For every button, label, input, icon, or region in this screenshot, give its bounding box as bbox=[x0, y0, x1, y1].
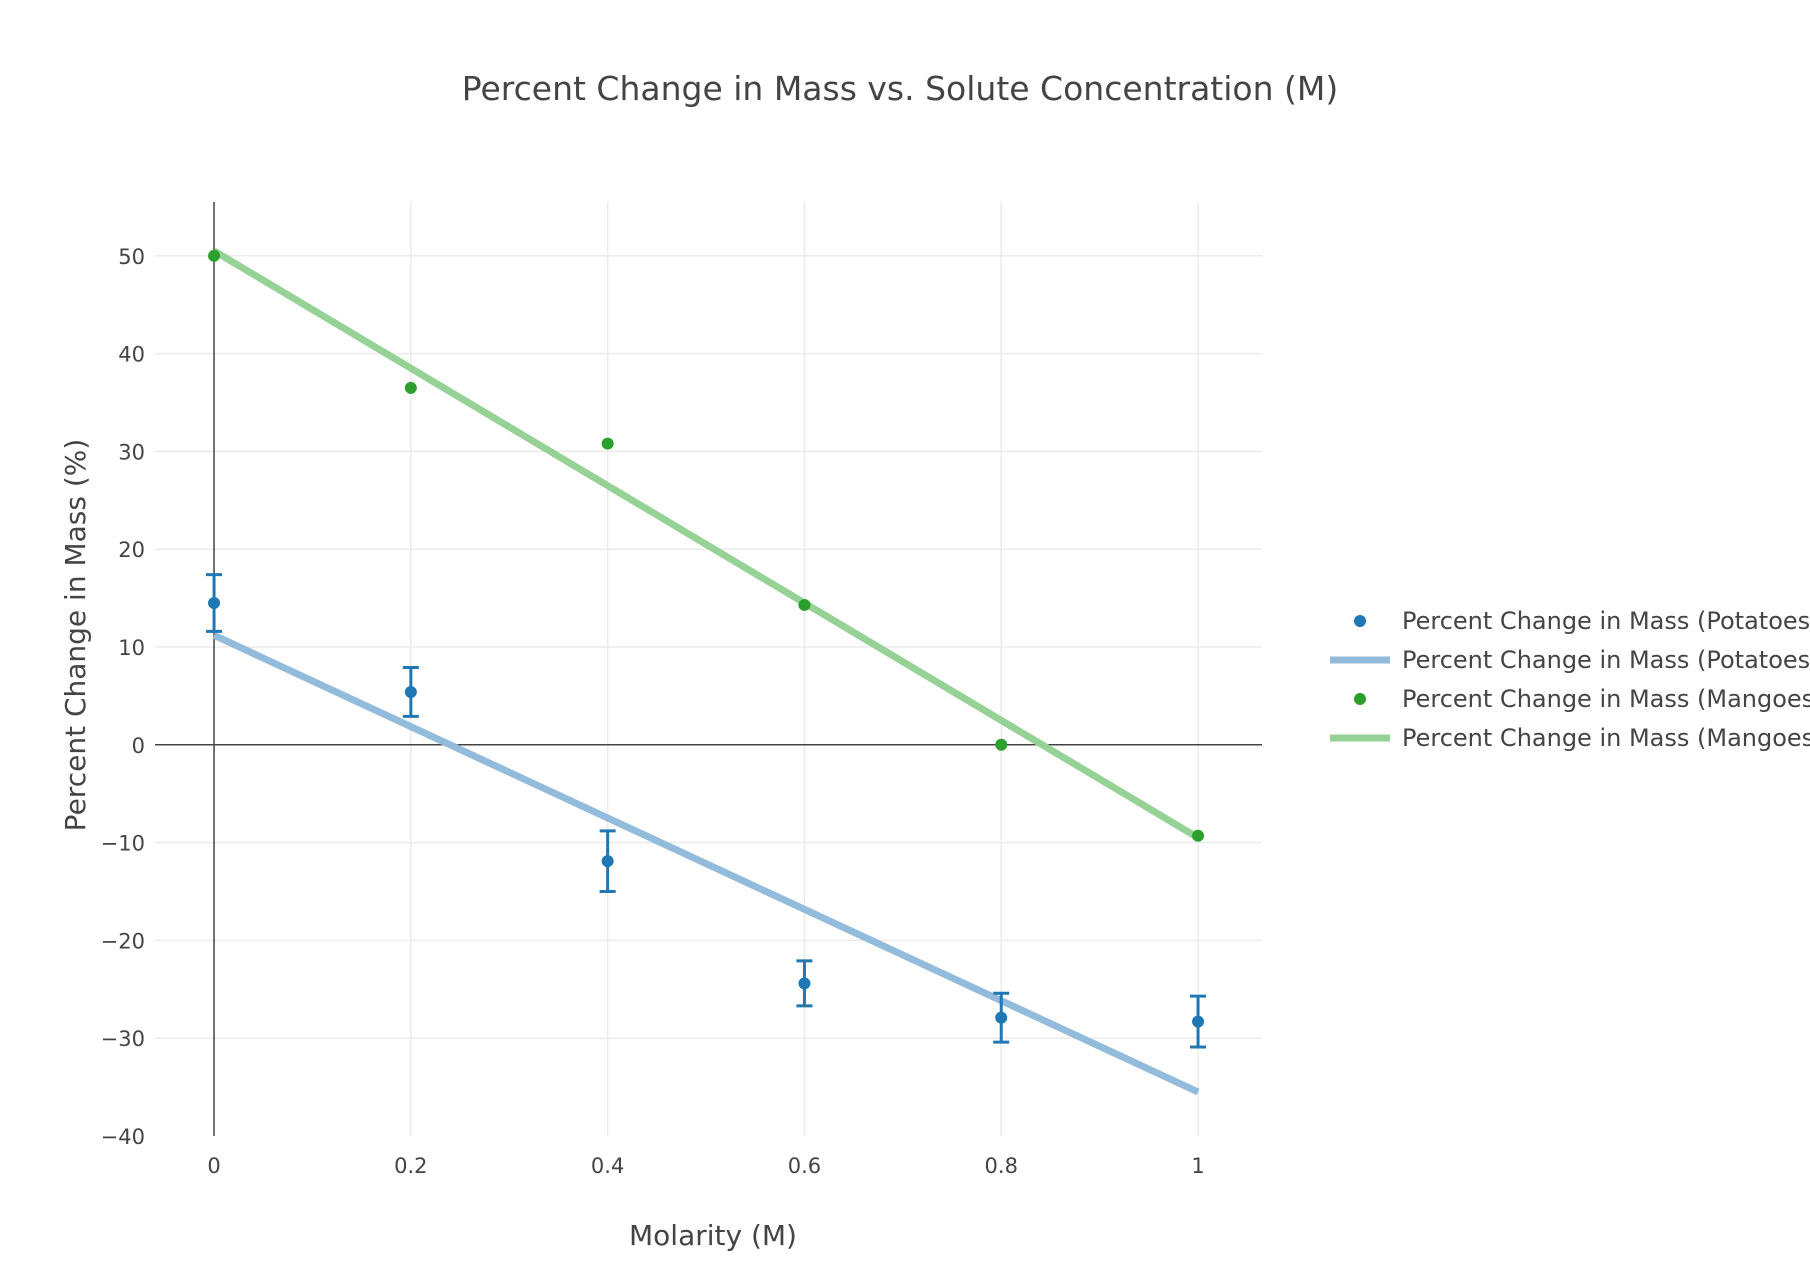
axes bbox=[155, 202, 1262, 1136]
y-tick-label: 0 bbox=[132, 734, 145, 758]
legend-marker-swatch bbox=[1354, 693, 1366, 705]
tick-labels: 0 0.2 0.4 0.6 0.8 1 −40 −30 −20 −10 0 10 20 30 40 50 bbox=[101, 245, 1205, 1178]
data-point bbox=[601, 855, 614, 868]
y-tick-label: 20 bbox=[118, 538, 145, 562]
data-point bbox=[798, 598, 811, 611]
data-point bbox=[1192, 829, 1205, 842]
data-point bbox=[995, 1011, 1008, 1024]
x-tick-label: 1 bbox=[1191, 1154, 1204, 1178]
data-point bbox=[404, 381, 417, 394]
x-tick-label: 0.4 bbox=[591, 1154, 624, 1178]
plot-area bbox=[206, 247, 1207, 1096]
data-point bbox=[208, 249, 221, 262]
y-tick-label: −10 bbox=[101, 832, 145, 856]
y-tick-label: 40 bbox=[118, 343, 145, 367]
legend-label: Percent Change in Mass (Potatoes bbox=[1402, 646, 1810, 674]
data-point bbox=[798, 977, 811, 990]
marker-series bbox=[208, 249, 1205, 842]
legend-label: Percent Change in Mass (Potatoes bbox=[1402, 607, 1810, 635]
data-point bbox=[995, 738, 1008, 751]
x-tick-label: 0 bbox=[207, 1154, 220, 1178]
grid bbox=[155, 202, 1262, 1136]
y-tick-label: 30 bbox=[118, 440, 145, 464]
chart-title: Percent Change in Mass vs. Solute Concen… bbox=[462, 69, 1338, 108]
data-point bbox=[1192, 1015, 1205, 1028]
legend: Percent Change in Mass (Potatoes Percent … bbox=[1330, 607, 1810, 752]
y-tick-label: −20 bbox=[101, 929, 145, 953]
legend-marker-swatch bbox=[1354, 615, 1366, 627]
y-tick-label: 10 bbox=[118, 636, 145, 660]
data-point bbox=[208, 596, 221, 609]
x-tick-label: 0.6 bbox=[788, 1154, 821, 1178]
x-axis-title: Molarity (M) bbox=[629, 1219, 797, 1252]
data-point bbox=[404, 685, 417, 698]
y-tick-label: −40 bbox=[101, 1125, 145, 1149]
x-tick-label: 0.2 bbox=[394, 1154, 427, 1178]
trend-line bbox=[212, 247, 1200, 841]
x-tick-label: 0.8 bbox=[985, 1154, 1018, 1178]
y-axis-title: Percent Change in Mass (%) bbox=[59, 439, 92, 832]
legend-item: Percent Change in Mass (Potatoes bbox=[1330, 646, 1810, 674]
legend-item: Percent Change in Mass (Potatoes bbox=[1354, 607, 1810, 635]
legend-item: Percent Change in Mass (Mangoes bbox=[1354, 685, 1810, 713]
trend-line-series bbox=[212, 632, 1200, 1096]
legend-label: Percent Change in Mass (Mangoes bbox=[1402, 685, 1810, 713]
data-point bbox=[601, 437, 614, 450]
legend-label: Percent Change in Mass (Mangoes bbox=[1402, 724, 1810, 752]
trend-line-series bbox=[212, 247, 1200, 841]
trend-line bbox=[212, 632, 1200, 1096]
y-tick-label: 50 bbox=[118, 245, 145, 269]
y-tick-label: −30 bbox=[101, 1027, 145, 1051]
legend-item: Percent Change in Mass (Mangoes bbox=[1330, 724, 1810, 752]
marker-series bbox=[206, 573, 1207, 1049]
